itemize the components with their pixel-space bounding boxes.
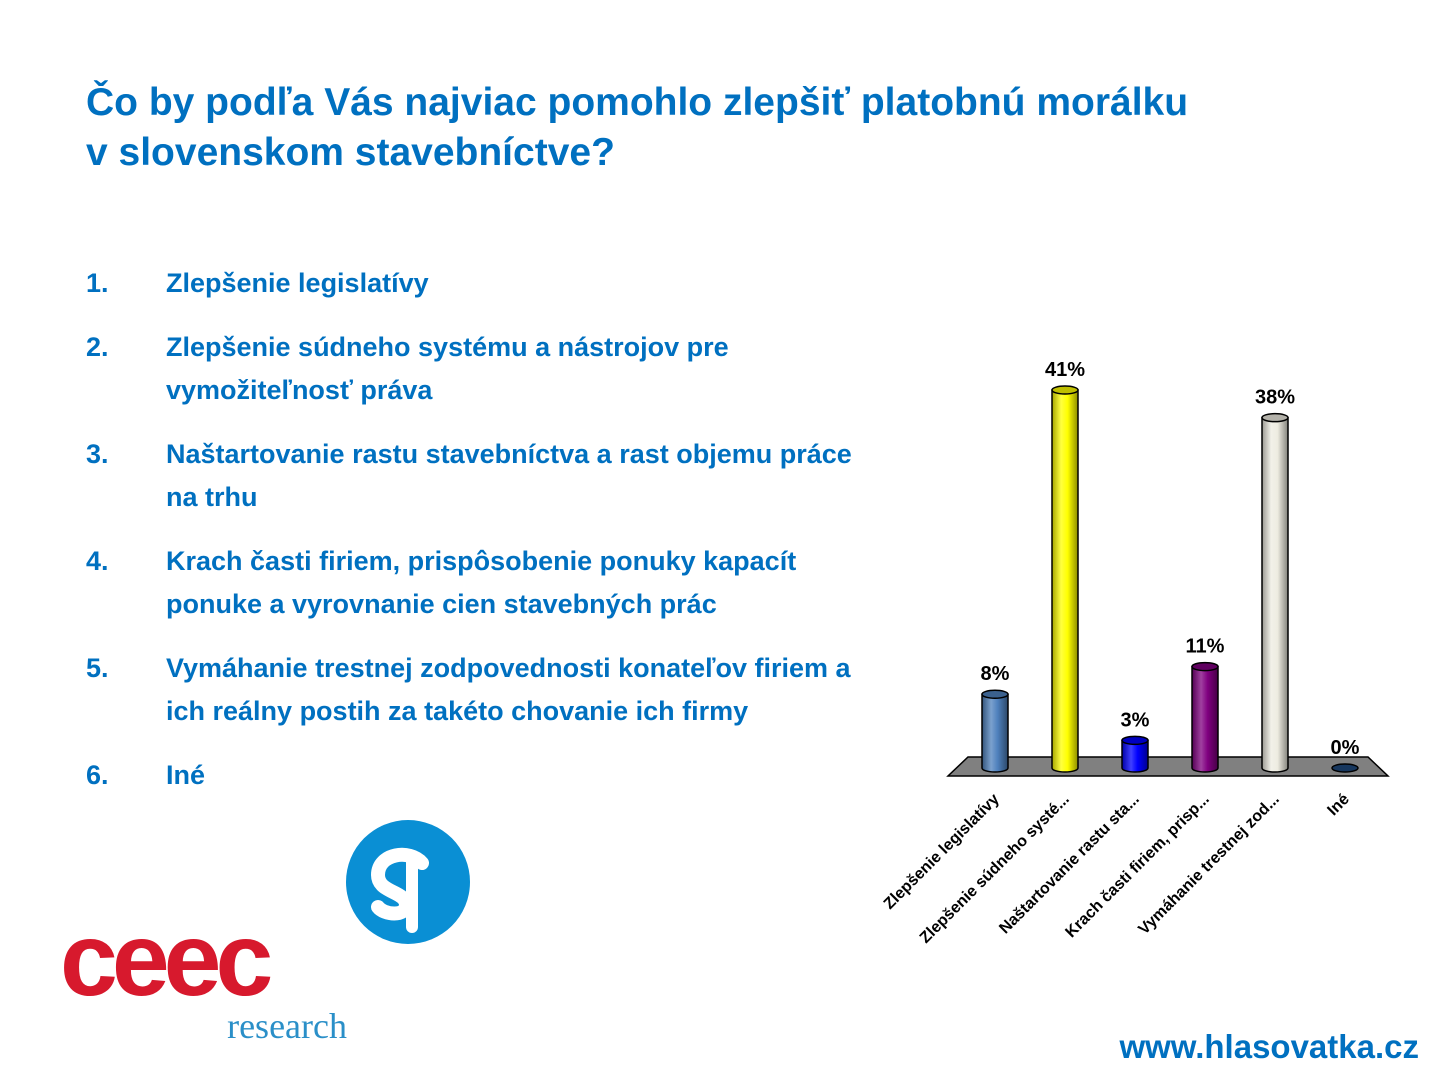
bar-top [1121, 735, 1149, 746]
title-line-1: Čo by podľa Vás najviac pomohlo zlepšiť … [86, 81, 1189, 124]
logo-text: ceec [60, 902, 271, 1018]
ceec-research-logo: ceec research [60, 820, 470, 1046]
bar-top [981, 689, 1009, 699]
category-label: Iné [1324, 791, 1352, 819]
list-item-number: 5. [86, 653, 109, 683]
list-item-number: 2. [86, 332, 109, 362]
list-item-number: 6. [86, 760, 109, 790]
bar-top [1051, 385, 1079, 395]
list-item-number: 1. [86, 268, 109, 298]
data-label: 11% [1186, 636, 1225, 658]
category-label: Naštartovanie rastu sta... [996, 791, 1143, 938]
title-line-2: v slovenskom stavebníctve? [86, 131, 615, 174]
bar [1051, 389, 1079, 773]
ceec-mark-icon [346, 820, 470, 944]
bar [1191, 665, 1219, 773]
list-item: 4. Krach časti firiem, prispôsobenie pon… [86, 540, 886, 626]
list-item-number: 4. [86, 546, 109, 576]
bar [981, 693, 1009, 773]
category-label: Zlepšenie legislatívy [881, 791, 1003, 913]
category-label: Krach časti firiem, prisp... [1062, 791, 1212, 941]
list-item: 5. Vymáhanie trestnej zodpovednosti kona… [86, 647, 886, 733]
list-item-text: Vymáhanie trestnej zodpovednosti konateľ… [166, 653, 851, 726]
chart-floor [946, 756, 1390, 777]
list-item-text: Krach časti firiem, prispôsobenie ponuky… [166, 546, 797, 619]
data-label: 3% [1121, 709, 1150, 731]
bar [1261, 416, 1289, 773]
bar-top [1261, 412, 1289, 423]
list-item: 6. Iné [86, 754, 886, 797]
bar-top [1191, 661, 1219, 672]
page-title: Čo by podľa Vás najviac pomohlo zlepšiť … [86, 78, 1336, 178]
list-item-text: Naštartovanie rastu stavebníctva a rast … [166, 439, 852, 512]
website-url: www.hlasovatka.cz [1119, 1028, 1419, 1065]
data-label: 38% [1255, 387, 1295, 409]
category-label: Zlepšenie súdneho systé... [917, 791, 1073, 947]
list-item: 1. Zlepšenie legislatívy [86, 262, 886, 305]
list-item: 3. Naštartovanie rastu stavebníctva a ra… [86, 433, 886, 519]
data-label: 8% [981, 663, 1010, 685]
list-item-text: Iné [166, 760, 206, 790]
bar-top [1331, 763, 1359, 773]
logo-subtext: research [227, 1006, 347, 1046]
data-label: 0% [1331, 737, 1360, 759]
bar [1121, 739, 1149, 773]
data-label: 41% [1045, 359, 1085, 381]
list-item-number: 3. [86, 439, 109, 469]
list-item-text: Zlepšenie súdneho systému a nástrojov pr… [166, 332, 729, 405]
list-item: 2. Zlepšenie súdneho systému a nástrojov… [86, 326, 886, 412]
answer-list: 1. Zlepšenie legislatívy 2. Zlepšenie sú… [86, 262, 886, 818]
category-label: Vymáhanie trestnej zod... [1135, 791, 1282, 938]
list-item-text: Zlepšenie legislatívy [166, 268, 429, 298]
